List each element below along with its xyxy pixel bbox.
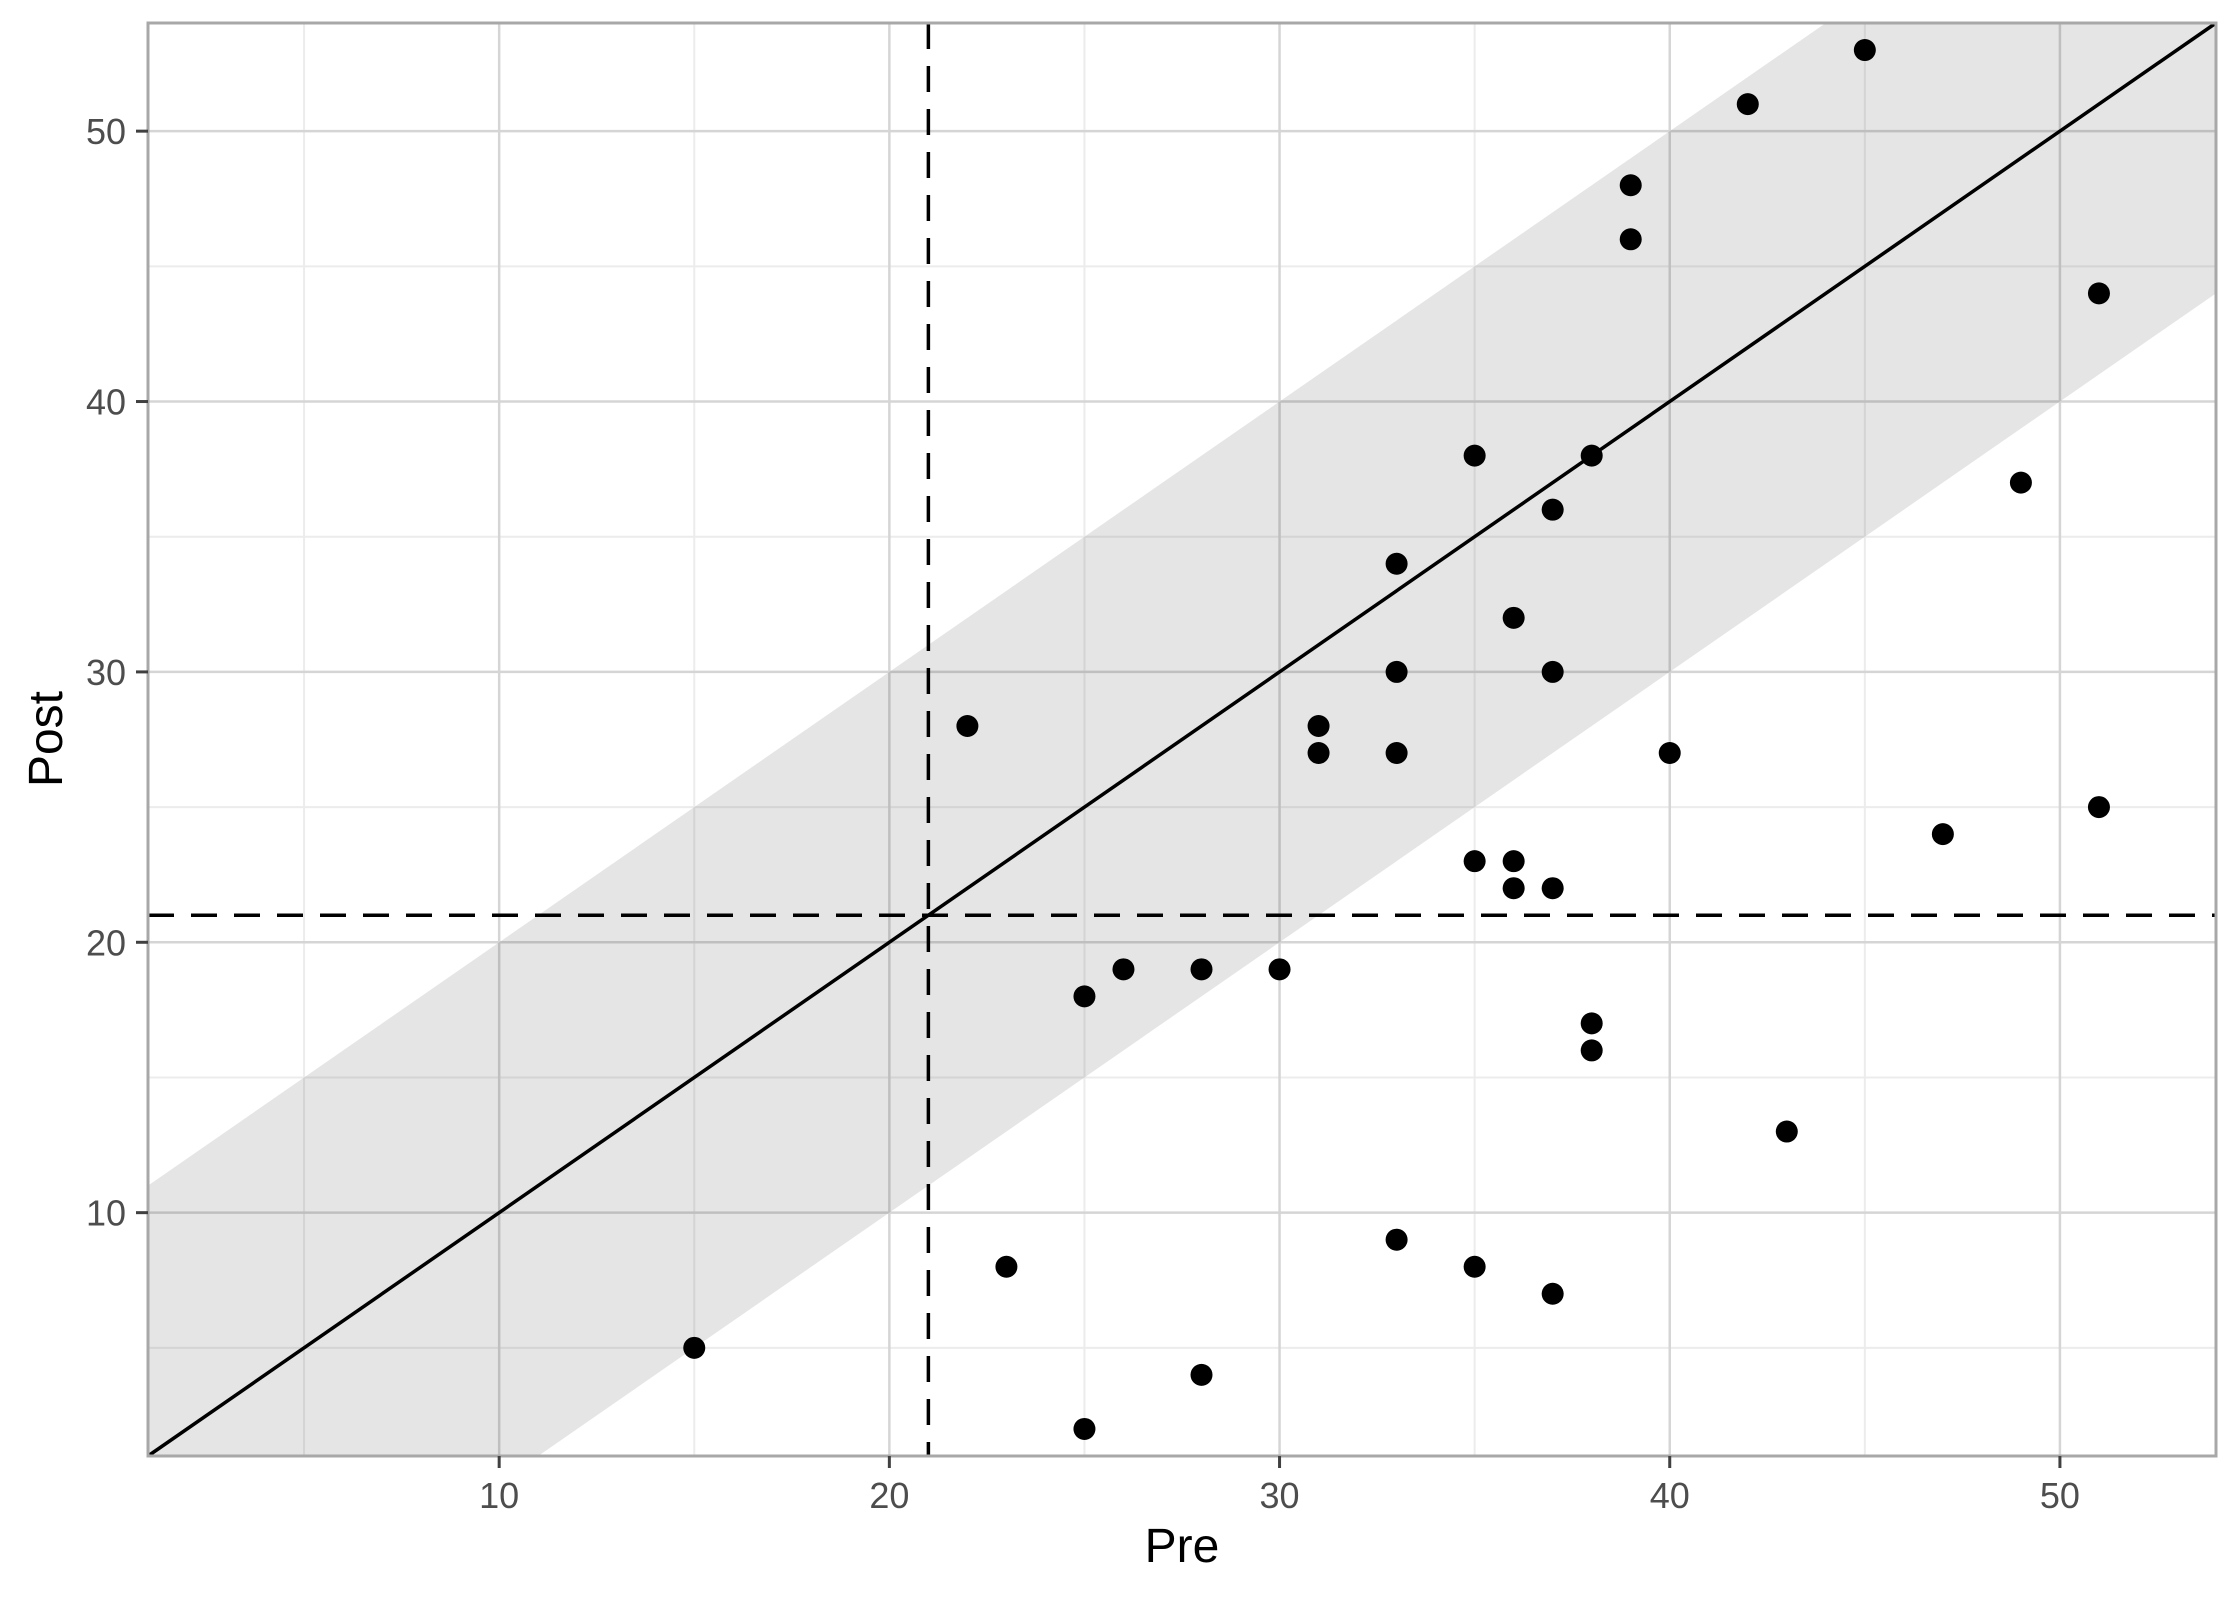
data-point [1580,1012,1603,1035]
data-point [1190,958,1213,981]
y-tick-label: 50 [86,111,126,152]
y-tick-label: 10 [86,1193,126,1234]
y-tick-label: 20 [86,922,126,963]
data-point [1385,660,1408,683]
data-point [1385,742,1408,765]
data-point [1463,1255,1486,1278]
data-point [1580,444,1603,467]
data-point [1073,985,1096,1008]
data-point [1580,1039,1603,1062]
data-point [2087,282,2110,305]
data-point [1268,958,1291,981]
y-tick-label: 40 [86,382,126,423]
data-point [683,1336,706,1359]
data-point [1853,39,1876,62]
x-tick-label: 50 [2040,1475,2080,1516]
data-point [1307,714,1330,737]
data-point [1541,660,1564,683]
data-point [1541,498,1564,521]
y-axis-title: Post [20,691,73,787]
data-point [1307,742,1330,765]
data-point [1502,606,1525,629]
x-tick-label: 10 [479,1475,519,1516]
data-point [1112,958,1135,981]
data-point [956,714,979,737]
data-point [1619,174,1642,197]
plot-layers: 10 20 30 40 50 10 20 30 40 50 [86,21,2218,1516]
data-point [1385,552,1408,575]
data-point [1658,742,1681,765]
data-point [1541,877,1564,900]
data-point [2087,796,2110,819]
data-point [1619,228,1642,251]
x-tick-label: 40 [1650,1475,1690,1516]
data-point [1463,444,1486,467]
x-axis-title: Pre [1145,1520,1220,1573]
data-point [1502,850,1525,873]
y-tick-label: 30 [86,652,126,693]
identity-line [147,21,2217,1458]
data-point [995,1255,1018,1278]
data-point [1073,1417,1096,1440]
data-point [1775,1120,1798,1143]
x-tick-label: 20 [869,1475,909,1516]
data-point [2009,471,2032,494]
data-point [1502,877,1525,900]
data-point [1190,1363,1213,1386]
data-point [1385,1228,1408,1251]
panel-border [146,21,2218,1458]
data-point [1931,823,1954,846]
data-point [1463,850,1486,873]
data-point [1736,93,1759,116]
data-point [1541,1282,1564,1305]
x-tick-label: 30 [1260,1475,1300,1516]
